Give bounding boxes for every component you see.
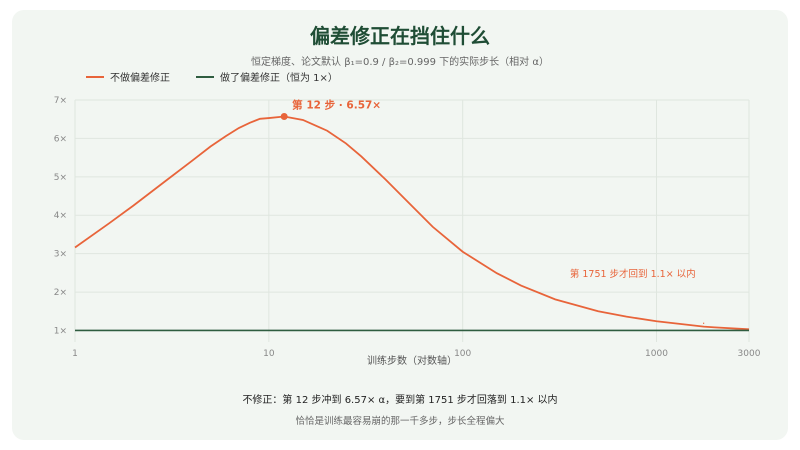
grid-layer — [74, 99, 750, 342]
legend-swatch-uncorrected — [86, 75, 104, 78]
footer-summary: 不修正：第 12 步冲到 6.57× α，要到第 1751 步才回落到 1.1×… — [242, 395, 558, 406]
legend-label-corrected: 做了偏差修正（恒为 1×） — [220, 73, 338, 84]
peak-label: 第 12 步 · 6.57× — [292, 99, 381, 112]
y-tick-label: 7× — [54, 96, 67, 106]
annotation-layer: 第 12 步 · 6.57× 第 1751 步才回到 1.1× 以内 — [280, 99, 705, 324]
series-line-uncorrected — [74, 115, 750, 331]
y-tick-label: 2× — [54, 288, 67, 298]
chart-title: 偏差修正在挡住什么 — [310, 24, 490, 48]
return-label: 第 1751 步才回到 1.1× 以内 — [570, 268, 696, 280]
legend-swatch-corrected — [196, 75, 214, 78]
legend: 不做偏差修正 做了偏差修正（恒为 1×） — [86, 69, 338, 84]
tick-layer: 1× 2× 3× 4× 5× 6× 7× 1 10 100 1000 3000 — [54, 96, 761, 359]
x-axis-title: 训练步数（对数轴） — [367, 354, 457, 367]
y-tick-label: 5× — [54, 173, 67, 183]
chart-card — [12, 10, 788, 440]
legend-label-uncorrected: 不做偏差修正 — [110, 73, 170, 84]
chart-subtitle: 恒定梯度、论文默认 β₁=0.9 / β₂=0.999 下的实际步长（相对 α） — [251, 57, 549, 68]
y-tick-label: 4× — [54, 211, 67, 221]
x-tick-label: 1000 — [645, 349, 668, 359]
x-tick-label: 100 — [454, 349, 471, 359]
x-tick-label: 3000 — [738, 349, 761, 359]
legend-item-uncorrected: 不做偏差修正 — [86, 69, 170, 84]
footer-note: 恰恰是训练最容易崩的那一千多步，步长全程偏大 — [295, 416, 505, 427]
x-tick-label: 1 — [72, 349, 78, 359]
legend-item-corrected: 做了偏差修正（恒为 1×） — [196, 69, 338, 84]
y-tick-label: 1× — [54, 326, 67, 336]
peak-point — [280, 113, 288, 121]
x-tick-label: 10 — [263, 349, 275, 359]
y-tick-label: 3× — [54, 250, 67, 260]
y-tick-label: 6× — [54, 134, 67, 144]
series-layer — [74, 115, 750, 332]
